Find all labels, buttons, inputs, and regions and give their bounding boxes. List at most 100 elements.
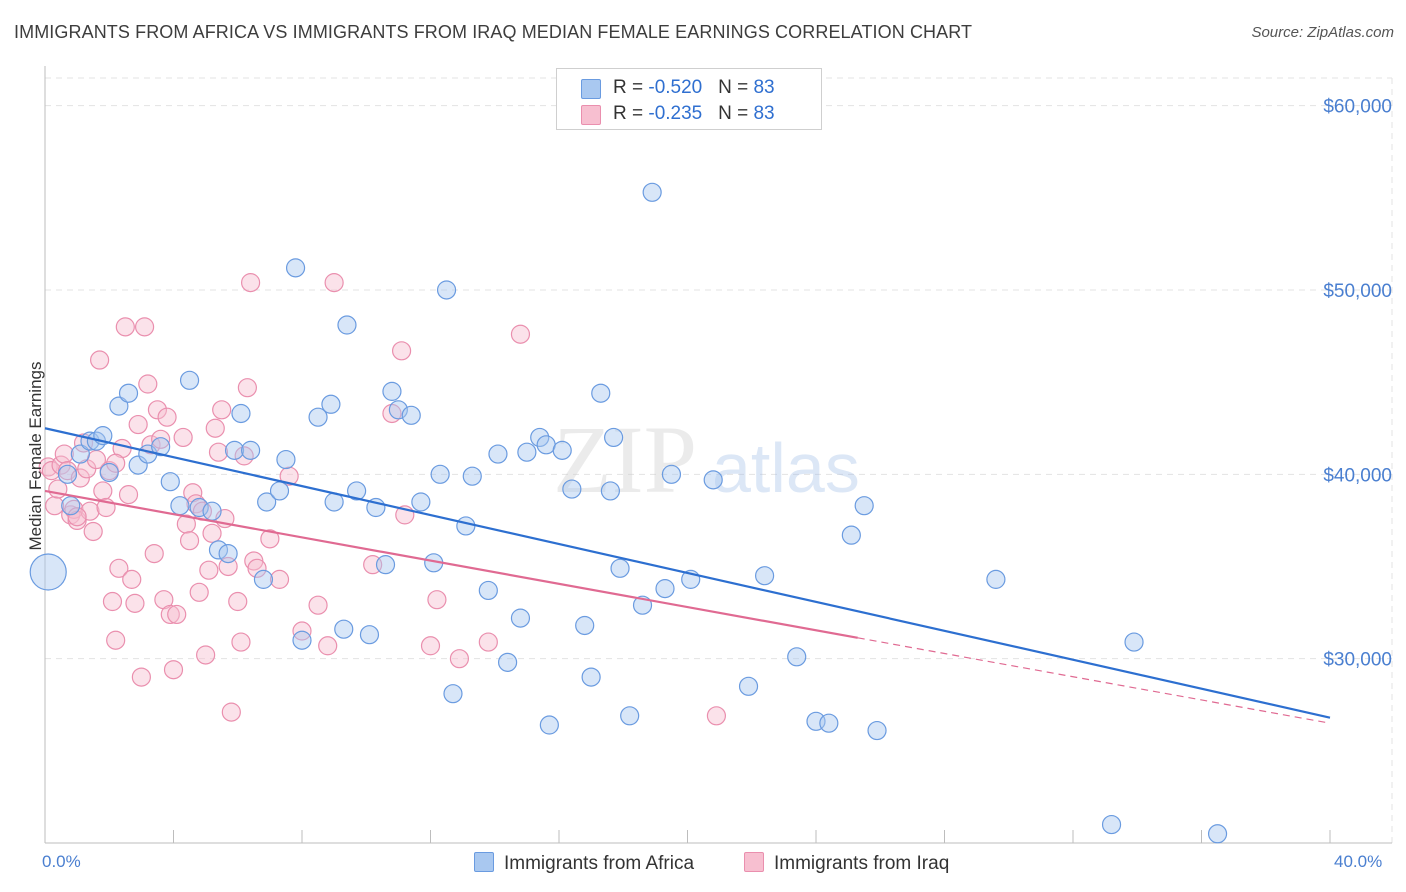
point-iraq: [118, 485, 139, 505]
point-iraq: [382, 403, 402, 424]
point-africa: [57, 464, 78, 484]
watermark-zip: ZIP: [553, 406, 697, 513]
point-iraq: [45, 496, 65, 516]
legend-item-africa[interactable]: Immigrants from Africa: [474, 852, 694, 875]
legend-label-iraq: Immigrants from Iraq: [774, 853, 950, 874]
point-africa: [854, 496, 874, 516]
point-africa: [401, 405, 421, 425]
trend-lines: [44, 427, 1331, 724]
point-africa: [118, 383, 139, 403]
point-africa: [498, 652, 518, 672]
legend-text-africa: R = -0.520 N = 83: [613, 77, 775, 99]
point-iraq: [308, 595, 328, 615]
point-africa: [253, 569, 274, 589]
point-africa: [170, 496, 190, 516]
point-africa: [337, 315, 357, 335]
point-iraq: [144, 543, 164, 564]
point-africa: [382, 381, 402, 401]
watermark-atlas: atlas: [712, 429, 860, 507]
legend-r-value-africa: -0.520: [648, 77, 703, 98]
point-africa: [334, 619, 354, 639]
point-africa: [189, 497, 209, 518]
point-africa: [269, 481, 290, 501]
point-iraq: [90, 350, 110, 370]
point-africa: [478, 580, 498, 601]
point-africa: [819, 713, 839, 733]
source-credit: Source: ZipAtlas.com: [1251, 24, 1394, 41]
point-iraq: [427, 590, 447, 610]
point-iraq: [260, 529, 280, 549]
point-africa: [359, 625, 380, 645]
point-africa: [986, 569, 1006, 589]
legend-swatch-africa: [474, 852, 494, 872]
point-africa: [276, 449, 296, 470]
point-iraq: [478, 632, 498, 652]
point-iraq: [134, 317, 155, 337]
point-africa: [241, 440, 261, 460]
point-iraq: [93, 481, 113, 501]
point-iraq: [202, 523, 222, 543]
watermark: ZIP atlas: [553, 406, 860, 513]
legend-text-iraq: R = -0.235 N = 83: [613, 103, 775, 125]
point-iraq: [176, 514, 196, 534]
point-africa: [321, 394, 341, 414]
point-africa: [1207, 824, 1228, 844]
point-africa: [703, 470, 723, 490]
point-iraq: [231, 632, 251, 652]
point-iraq: [160, 604, 180, 625]
point-africa: [70, 444, 90, 464]
point-africa: [257, 492, 277, 512]
point-iraq: [179, 531, 200, 551]
point-africa: [160, 472, 180, 492]
point-iraq: [205, 418, 225, 438]
point-africa: [562, 479, 582, 499]
point-africa: [292, 630, 312, 650]
point-iraq: [109, 558, 129, 578]
point-iraq: [196, 645, 216, 665]
point-africa: [1101, 814, 1122, 835]
legend-n-value-africa: 83: [753, 77, 775, 98]
point-iraq: [122, 569, 142, 589]
point-iraq: [247, 558, 267, 578]
point-africa: [231, 403, 251, 424]
point-iraq: [54, 444, 74, 464]
point-africa: [655, 579, 675, 599]
point-africa: [604, 427, 624, 448]
axes: [44, 66, 1392, 844]
point-africa: [539, 715, 559, 735]
point-africa: [29, 553, 67, 591]
point-africa: [738, 676, 759, 696]
point-iraq: [115, 317, 135, 337]
point-iraq: [67, 507, 87, 527]
series-iraq: [38, 273, 727, 726]
point-iraq: [269, 569, 290, 589]
chart-title: IMMIGRANTS FROM AFRICA VS IMMIGRANTS FRO…: [14, 22, 973, 42]
point-africa: [488, 444, 508, 464]
point-africa: [151, 437, 171, 457]
point-africa: [61, 496, 81, 516]
point-africa: [552, 440, 572, 460]
point-africa: [530, 427, 550, 448]
legend-swatch-iraq: [581, 105, 601, 125]
point-africa: [430, 464, 450, 484]
trend-line-iraq: [44, 489, 858, 639]
legend-item-iraq[interactable]: Immigrants from Iraq: [744, 852, 949, 875]
point-iraq: [151, 429, 171, 449]
point-africa: [179, 370, 200, 390]
point-africa: [456, 516, 476, 536]
point-iraq: [237, 378, 257, 398]
point-africa: [867, 720, 887, 741]
x-tick-min: 0.0%: [42, 852, 81, 871]
point-iraq: [102, 591, 123, 612]
point-africa: [517, 442, 537, 462]
point-iraq: [208, 442, 229, 462]
point-iraq: [449, 649, 470, 669]
point-africa: [642, 182, 662, 202]
point-iraq: [324, 273, 344, 293]
point-iraq: [106, 630, 126, 650]
point-iraq: [131, 667, 151, 687]
point-africa: [375, 555, 396, 575]
y-tick-labels: $30,000 $40,000 $50,000 $60,000: [1323, 97, 1392, 671]
legend-r-value-iraq: -0.235: [648, 103, 703, 124]
